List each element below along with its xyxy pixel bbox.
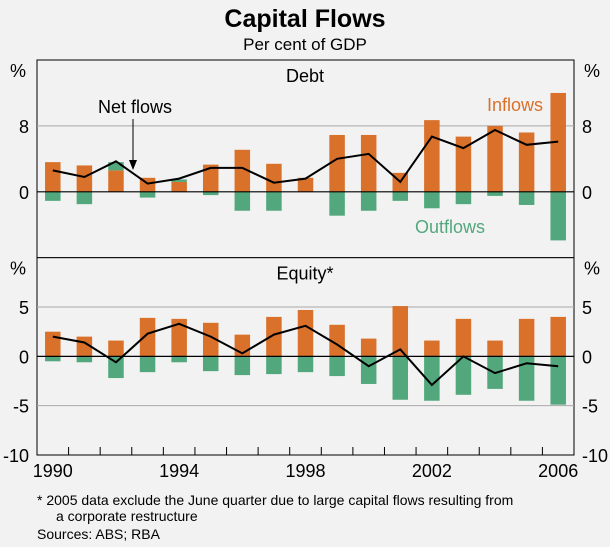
- equity-inflow-bar: [108, 340, 124, 357]
- equity-outflow-bar: [266, 356, 282, 375]
- outflows-legend-label: Outflows: [415, 217, 485, 237]
- debt-inflow-bar: [108, 170, 124, 192]
- debt-inflow-bar: [360, 134, 377, 192]
- debt-outflow-bar: [202, 191, 219, 196]
- equity-outflow-bar: [518, 356, 535, 401]
- equity-outflow-bar: [202, 356, 219, 372]
- equity-outflow-bar: [171, 356, 187, 363]
- equity-outflow-bar: [297, 356, 314, 373]
- arrow-head-icon: [129, 160, 137, 170]
- inflows-legend-label: Inflows: [487, 95, 543, 115]
- equity-inflow-bar: [329, 324, 345, 357]
- equity-outflow-bar: [550, 356, 566, 405]
- debt-outflow-bar: [455, 191, 472, 205]
- equity-outflow-bar: [455, 356, 472, 395]
- equity-outflow-bar: [45, 356, 61, 362]
- sources: Sources: ABS; RBA: [37, 526, 160, 542]
- equity-inflow-bar: [139, 317, 156, 357]
- debt-inflow-bar: [202, 164, 219, 192]
- footnote: * 2005 data exclude the June quarter due…: [37, 492, 514, 508]
- debt-inflow-bar: [171, 181, 187, 192]
- equity-ytick-right: -10: [582, 446, 608, 466]
- debt-outflow-bar: [487, 191, 503, 196]
- debt-outflow-bar: [392, 191, 409, 201]
- x-tick-label: 1998: [285, 461, 325, 481]
- equity-ytick-left: -10: [3, 446, 29, 466]
- debt-outflow-bar: [518, 191, 535, 205]
- debt-inflow-bar: [487, 125, 503, 192]
- debt-ytick-right: 0: [582, 183, 592, 203]
- debt-outflow-bar: [234, 191, 251, 211]
- debt-ylabel-left: %: [10, 61, 26, 81]
- debt-outflow-bar: [139, 191, 156, 198]
- debt-outflow-bar: [550, 191, 566, 241]
- debt-ylabel-right: %: [584, 61, 600, 81]
- debt-inflow-bar: [266, 163, 282, 192]
- debt-inflow-bar: [518, 132, 535, 192]
- x-tick-label: 1990: [33, 461, 73, 481]
- debt-outflow-bar: [266, 191, 282, 211]
- equity-inflow-bar: [455, 318, 472, 357]
- debt-inflow-bar: [234, 149, 251, 192]
- equity-inflow-bar: [487, 340, 503, 357]
- chart-title: Capital Flows: [224, 5, 385, 33]
- debt-inflow-bar: [455, 136, 472, 192]
- equity-outflow-bar: [392, 356, 409, 400]
- chart-subtitle: Per cent of GDP: [243, 35, 367, 54]
- debt-inflow-bar: [45, 162, 61, 192]
- equity-inflow-bar: [45, 331, 61, 357]
- x-tick-label: 2006: [538, 461, 578, 481]
- equity-outflow-bar: [76, 356, 93, 363]
- equity-ytick-right: 5: [582, 298, 592, 318]
- debt-outflow-bar: [360, 191, 377, 211]
- debt-inflow-bar: [297, 177, 314, 192]
- equity-outflow-bar: [360, 356, 377, 384]
- equity-ytick-left: 5: [19, 298, 29, 318]
- debt-panel: [36, 59, 575, 259]
- equity-outflow-bar: [108, 356, 124, 379]
- equity-inflow-bar: [518, 318, 535, 357]
- footnote-continued: a corporate restructure: [56, 508, 198, 524]
- debt-outflow-bar: [171, 179, 187, 182]
- x-tick-label: 2002: [412, 461, 452, 481]
- equity-ytick-left: 0: [19, 347, 29, 367]
- equity-ylabel-right: %: [584, 259, 600, 279]
- net-flows-annotation: Net flows: [98, 97, 172, 117]
- equity-ytick-left: -5: [13, 397, 29, 417]
- debt-outflow-bar: [329, 191, 345, 216]
- debt-outflow-bar: [76, 191, 93, 205]
- equity-inflow-bar: [392, 306, 409, 357]
- equity-outflow-bar: [424, 356, 440, 401]
- debt-ytick-left: 0: [19, 183, 29, 203]
- x-tick-label: 1994: [159, 461, 199, 481]
- debt-inflow-bar: [424, 120, 440, 192]
- equity-inflow-bar: [297, 309, 314, 357]
- chart-svg: Capital Flows Per cent of GDP 0 0 8 8% % Debt Ne…: [3, 5, 608, 481]
- debt-ytick-right: 8: [582, 117, 592, 137]
- equity-outflow-bar: [329, 356, 345, 377]
- debt-inflow-bar: [76, 165, 93, 192]
- equity-ytick-right: -5: [582, 397, 598, 417]
- equity-inflow-bar: [202, 322, 219, 357]
- equity-panel-title: Equity*: [276, 264, 333, 284]
- debt-net-flows-line: [52, 128, 559, 185]
- debt-outflow-bar: [45, 191, 61, 201]
- equity-outflow-bar: [139, 356, 156, 373]
- equity-inflow-bar: [360, 338, 377, 357]
- debt-outflow-bar: [108, 162, 124, 171]
- equity-outflow-bar: [234, 356, 251, 376]
- equity-net-flows-line: [52, 322, 559, 387]
- debt-outflow-bar: [424, 191, 440, 209]
- equity-inflow-bar: [550, 316, 566, 357]
- debt-panel-title: Debt: [286, 66, 324, 86]
- equity-inflow-bar: [424, 340, 440, 357]
- equity-inflow-bar: [171, 318, 187, 357]
- equity-ytick-right: 0: [582, 347, 592, 367]
- equity-inflow-bar: [266, 316, 282, 357]
- debt-inflow-bar: [329, 134, 345, 192]
- equity-ylabel-left: %: [10, 259, 26, 279]
- debt-ytick-left: 8: [19, 117, 29, 137]
